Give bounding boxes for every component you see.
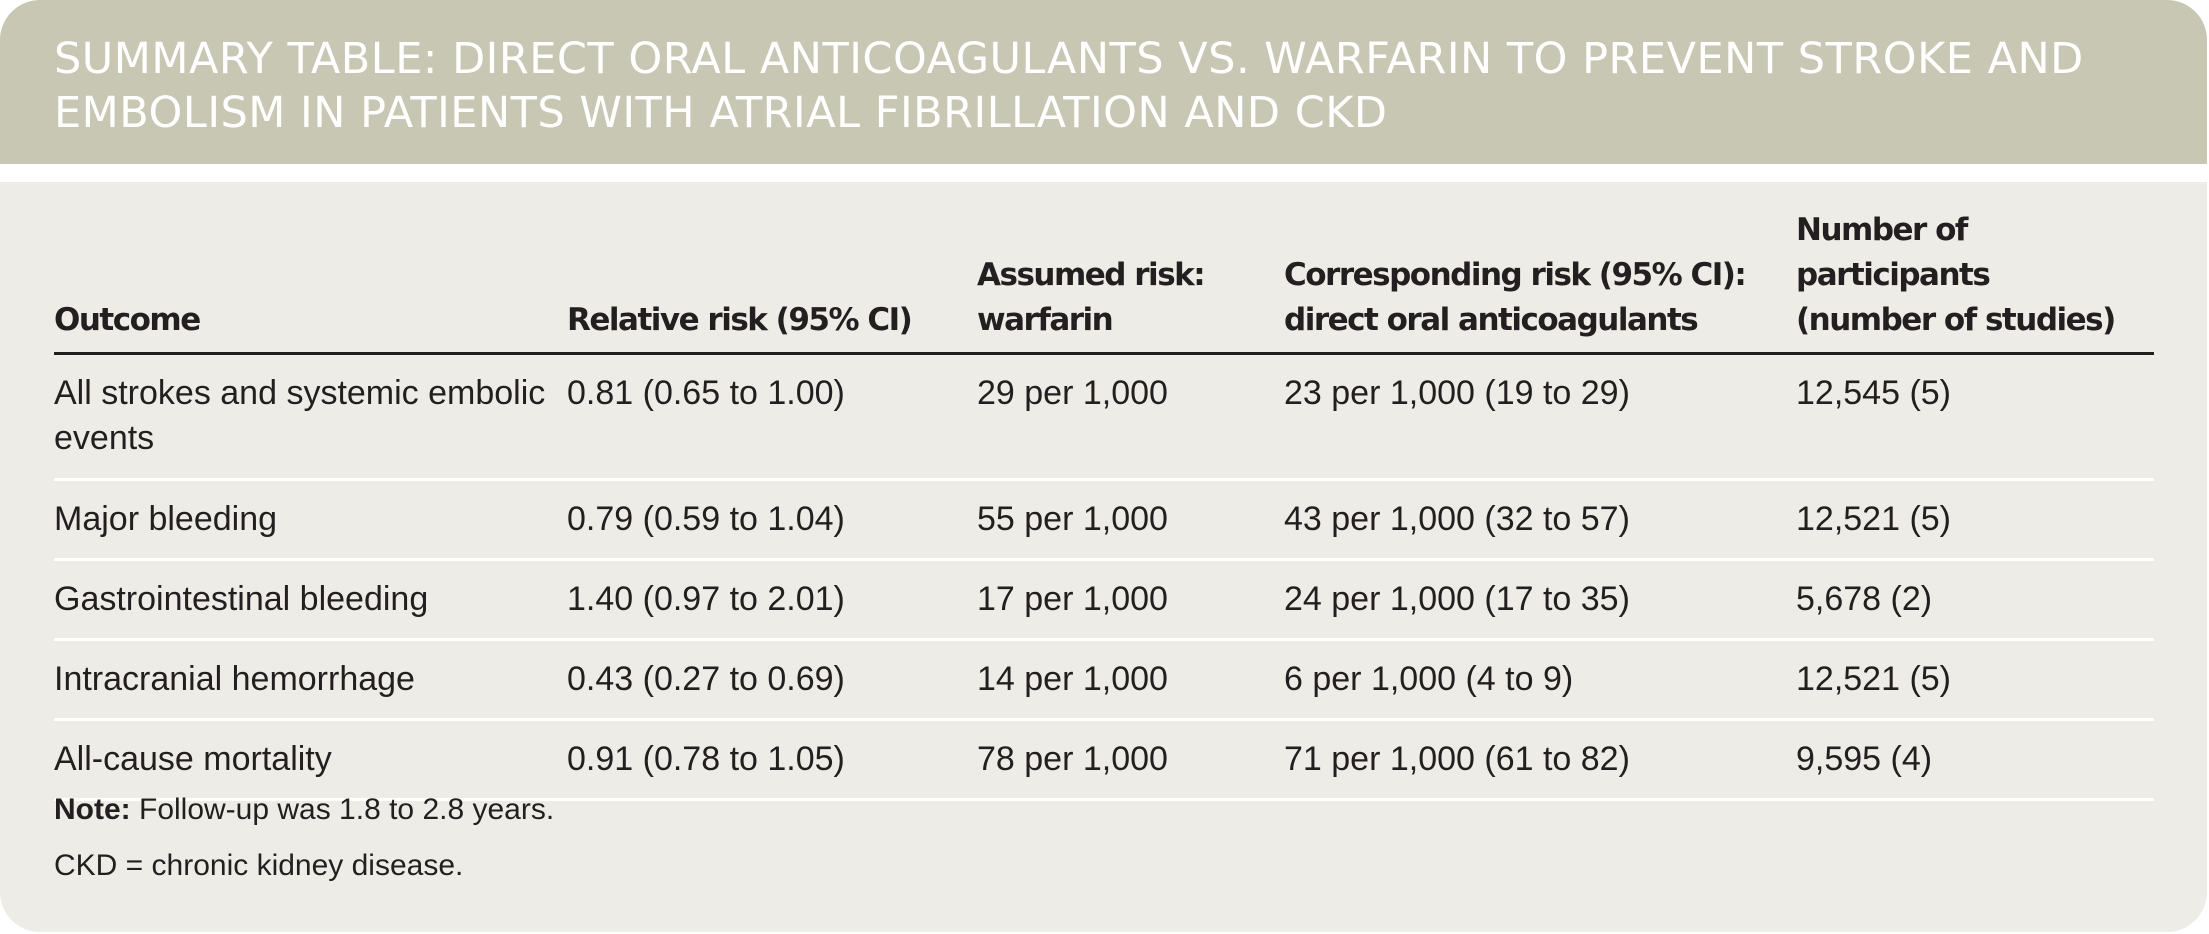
title-band: Summary Table: Direct Oral Anticoagulant… [0, 0, 2207, 164]
column-header-assumed-risk: Assumed risk: warfarin [977, 208, 1284, 355]
assumed-risk-cell: 78 per 1,000 [977, 719, 1284, 801]
corresponding-risk-cell: 71 per 1,000 (61 to 82) [1284, 719, 1796, 801]
column-header-relative-risk: Relative risk (95% CI) [567, 208, 977, 355]
table-row: Intracranial hemorrhage 0.43 (0.27 to 0.… [54, 639, 2154, 721]
corresponding-risk-cell: 6 per 1,000 (4 to 9) [1284, 639, 1796, 721]
participants-cell: 12,521 (5) [1796, 479, 2154, 561]
note-label: Note: [54, 793, 131, 826]
participants-cell: 9,595 (4) [1796, 719, 2154, 801]
assumed-risk-cell: 14 per 1,000 [977, 639, 1284, 721]
column-header-line2: warfarin [977, 302, 1114, 338]
title-divider [0, 164, 2207, 182]
column-header-line1: Corresponding risk (95% CI): [1284, 257, 1747, 293]
relative-risk-cell: 0.79 (0.59 to 1.04) [567, 479, 977, 561]
header-row: Outcome Relative risk (95% CI) Assumed r… [54, 208, 2154, 355]
column-header-line1: Number of participants [1796, 212, 1991, 293]
outcome-cell: Gastrointestinal bleeding [54, 559, 567, 641]
relative-risk-cell: 1.40 (0.97 to 2.01) [567, 559, 977, 641]
relative-risk-cell: 0.43 (0.27 to 0.69) [567, 639, 977, 721]
column-header-line2: Outcome [54, 302, 201, 338]
table-row: All strokes and systemic embolic events … [54, 353, 2154, 481]
abbreviation-footnote: CKD = chronic kidney disease. [54, 849, 464, 882]
column-header-line2: Relative risk (95% CI) [567, 302, 913, 338]
relative-risk-cell: 0.91 (0.78 to 1.05) [567, 719, 977, 801]
table-row: All-cause mortality 0.91 (0.78 to 1.05) … [54, 719, 2154, 801]
table-title: Summary Table: Direct Oral Anticoagulant… [54, 34, 2084, 138]
participants-cell: 5,678 (2) [1796, 559, 2154, 641]
corresponding-risk-cell: 23 per 1,000 (19 to 29) [1284, 353, 1796, 481]
outcome-cell: All strokes and systemic embolic events [54, 353, 567, 481]
column-header-participants: Number of participants (number of studie… [1796, 208, 2154, 355]
summary-table: Outcome Relative risk (95% CI) Assumed r… [54, 208, 2154, 801]
column-header-line2: direct oral anticoagulants [1284, 302, 1699, 338]
corresponding-risk-cell: 24 per 1,000 (17 to 35) [1284, 559, 1796, 641]
table-note: Note: Follow-up was 1.8 to 2.8 years. [54, 788, 554, 832]
column-header-line1: Assumed risk: [977, 257, 1206, 293]
assumed-risk-cell: 29 per 1,000 [977, 353, 1284, 481]
table-row: Major bleeding 0.79 (0.59 to 1.04) 55 pe… [54, 479, 2154, 561]
column-header-corresponding-risk: Corresponding risk (95% CI): direct oral… [1284, 208, 1796, 355]
relative-risk-cell: 0.81 (0.65 to 1.00) [567, 353, 977, 481]
assumed-risk-cell: 55 per 1,000 [977, 479, 1284, 561]
table-row: Gastrointestinal bleeding 1.40 (0.97 to … [54, 559, 2154, 641]
note-text: Follow-up was 1.8 to 2.8 years. [130, 793, 555, 826]
corresponding-risk-cell: 43 per 1,000 (32 to 57) [1284, 479, 1796, 561]
outcome-cell: Major bleeding [54, 479, 567, 561]
assumed-risk-cell: 17 per 1,000 [977, 559, 1284, 641]
outcome-cell: Intracranial hemorrhage [54, 639, 567, 721]
participants-cell: 12,521 (5) [1796, 639, 2154, 721]
outcome-cell: All-cause mortality [54, 719, 567, 801]
column-header-line2: (number of studies) [1796, 302, 2116, 338]
column-header-outcome: Outcome [54, 208, 567, 355]
participants-cell: 12,545 (5) [1796, 353, 2154, 481]
